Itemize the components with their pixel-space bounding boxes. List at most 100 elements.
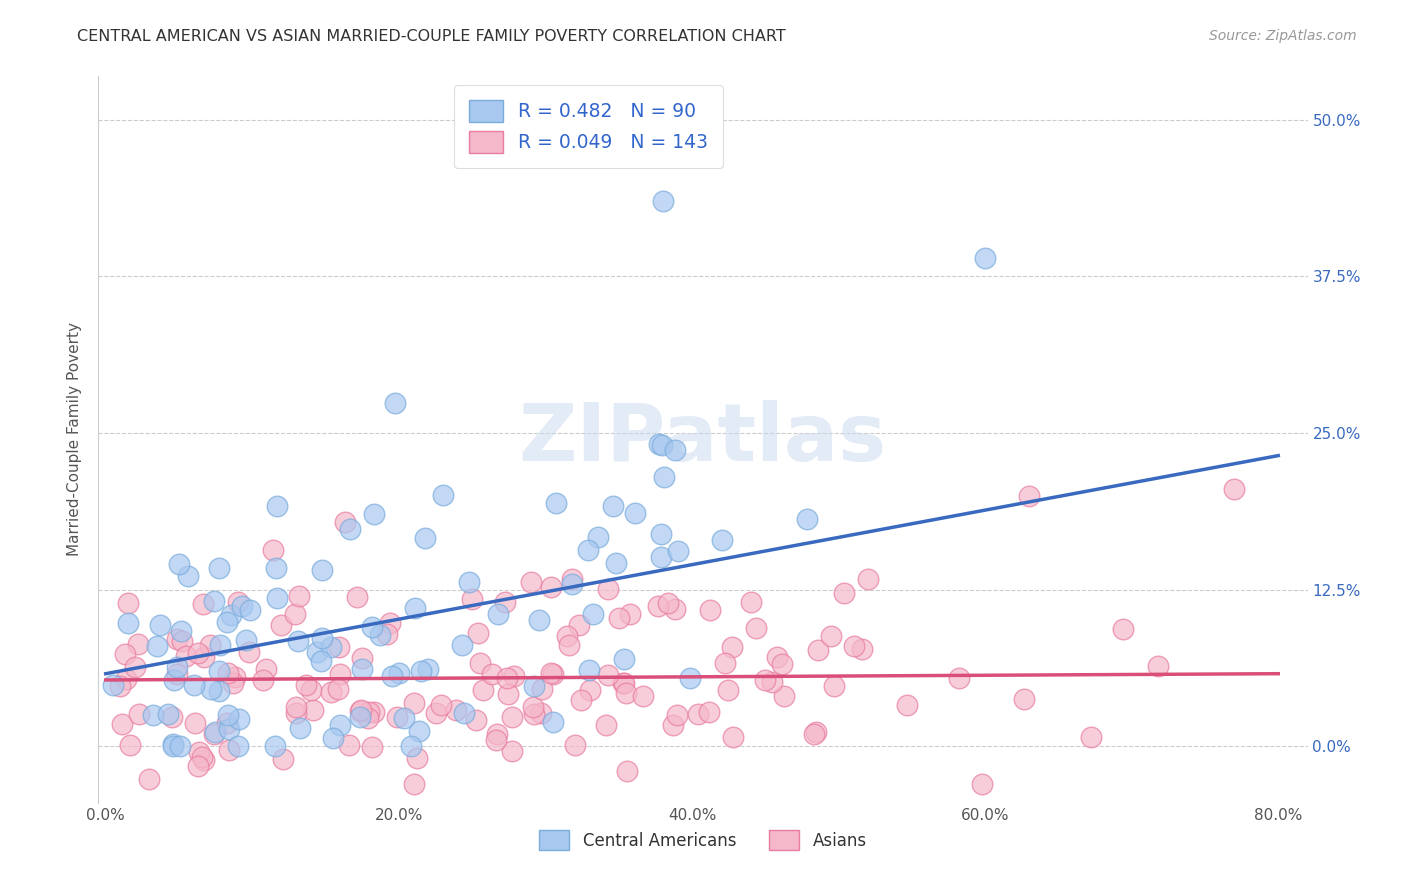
- Central Americans: [453, 706, 475, 720]
- Asians: [470, 656, 492, 670]
- Asians: [496, 671, 519, 685]
- Asians: [429, 698, 451, 713]
- Central Americans: [605, 556, 627, 570]
- Asians: [807, 643, 830, 657]
- Text: ZIPatlas: ZIPatlas: [519, 401, 887, 478]
- Asians: [564, 738, 586, 752]
- Central Americans: [226, 739, 249, 754]
- Asians: [806, 725, 828, 739]
- Asians: [467, 625, 489, 640]
- Central Americans: [527, 614, 550, 628]
- Asians: [856, 572, 879, 586]
- Asians: [461, 591, 484, 606]
- Asians: [404, 777, 426, 791]
- Asians: [193, 753, 215, 767]
- Central Americans: [319, 640, 342, 654]
- Central Americans: [146, 639, 169, 653]
- Asians: [349, 704, 371, 718]
- Asians: [647, 599, 669, 613]
- Central Americans: [305, 644, 328, 658]
- Central Americans: [664, 442, 686, 457]
- Asians: [170, 634, 193, 648]
- Central Americans: [228, 712, 250, 726]
- Asians: [557, 629, 579, 643]
- Asians: [335, 515, 357, 529]
- Asians: [262, 543, 284, 558]
- Asians: [187, 646, 209, 660]
- Asians: [1147, 658, 1170, 673]
- Central Americans: [668, 544, 690, 558]
- Asians: [254, 661, 277, 675]
- Central Americans: [561, 577, 583, 591]
- Asians: [337, 738, 360, 752]
- Asians: [357, 705, 380, 719]
- Central Americans: [796, 512, 818, 526]
- Asians: [284, 607, 307, 621]
- Central Americans: [149, 618, 172, 632]
- Asians: [285, 700, 308, 714]
- Asians: [124, 659, 146, 673]
- Asians: [406, 751, 429, 765]
- Central Americans: [235, 633, 257, 648]
- Asians: [713, 656, 735, 670]
- Central Americans: [204, 725, 226, 739]
- Asians: [631, 689, 654, 703]
- Asians: [357, 711, 380, 725]
- Central Americans: [215, 615, 238, 629]
- Asians: [1012, 692, 1035, 706]
- Central Americans: [582, 607, 605, 621]
- Asians: [118, 738, 141, 752]
- Asians: [832, 586, 855, 600]
- Asians: [326, 681, 349, 696]
- Asians: [363, 706, 385, 720]
- Central Americans: [384, 395, 406, 409]
- Asians: [948, 671, 970, 685]
- Asians: [970, 777, 993, 791]
- Asians: [127, 637, 149, 651]
- Asians: [200, 638, 222, 652]
- Central Americans: [322, 731, 344, 745]
- Central Americans: [287, 633, 309, 648]
- Central Americans: [523, 679, 546, 693]
- Asians: [664, 601, 686, 615]
- Asians: [662, 718, 685, 732]
- Asians: [191, 750, 214, 764]
- Asians: [851, 642, 873, 657]
- Central Americans: [239, 603, 262, 617]
- Central Americans: [352, 662, 374, 676]
- Asians: [721, 730, 744, 744]
- Central Americans: [349, 710, 371, 724]
- Asians: [346, 590, 368, 604]
- Asians: [361, 740, 384, 755]
- Asians: [284, 706, 307, 720]
- Central Americans: [177, 568, 200, 582]
- Asians: [501, 710, 523, 724]
- Central Americans: [329, 718, 352, 732]
- Y-axis label: Married-Couple Family Poverty: Married-Couple Family Poverty: [67, 322, 83, 557]
- Central Americans: [361, 620, 384, 634]
- Asians: [402, 696, 425, 710]
- Asians: [688, 707, 710, 722]
- Central Americans: [217, 707, 239, 722]
- Asians: [823, 679, 845, 693]
- Central Americans: [117, 615, 139, 630]
- Asians: [446, 703, 468, 717]
- Asians: [697, 706, 720, 720]
- Central Americans: [381, 669, 404, 683]
- Asians: [529, 706, 551, 720]
- Central Americans: [451, 639, 474, 653]
- Central Americans: [162, 737, 184, 751]
- Asians: [754, 673, 776, 687]
- Asians: [523, 706, 546, 721]
- Central Americans: [208, 638, 231, 652]
- Asians: [187, 759, 209, 773]
- Central Americans: [169, 739, 191, 754]
- Central Americans: [576, 542, 599, 557]
- Asians: [666, 708, 689, 723]
- Central Americans: [231, 599, 253, 613]
- Asians: [896, 698, 918, 713]
- Asians: [561, 572, 583, 586]
- Central Americans: [219, 608, 242, 623]
- Asians: [1080, 731, 1102, 745]
- Asians: [350, 703, 373, 717]
